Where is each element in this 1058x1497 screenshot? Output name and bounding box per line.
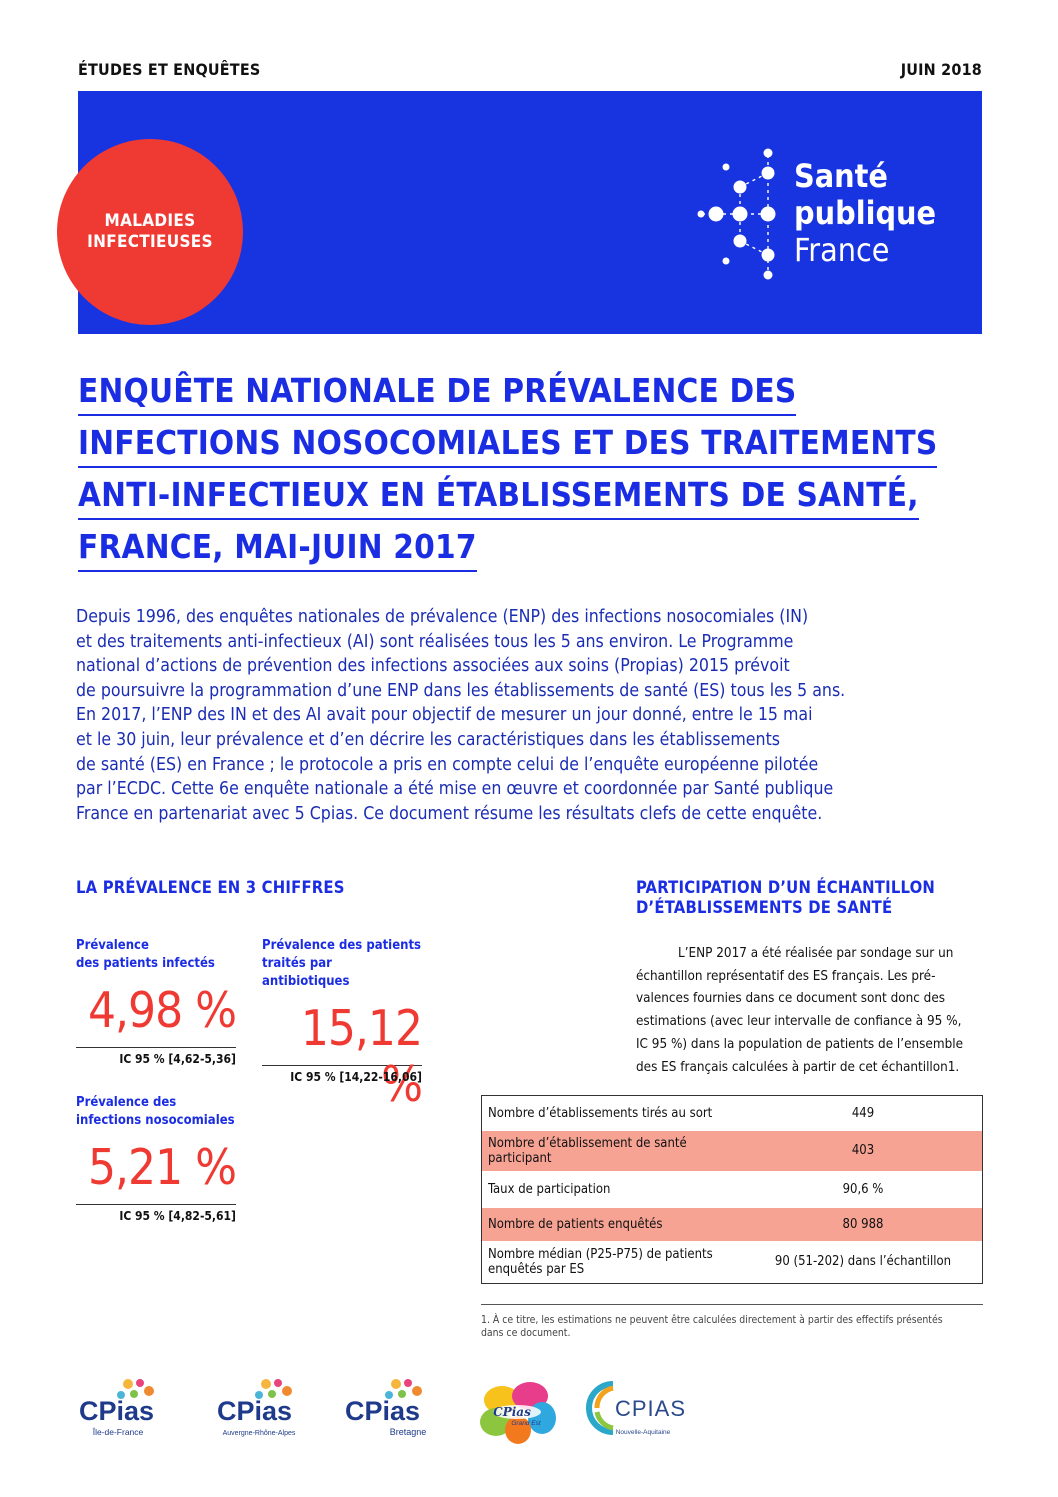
body-line: estimations (avec leur intervalle de con…	[636, 1014, 962, 1030]
footnote: 1. À ce titre, les estimations ne peuven…	[481, 1314, 943, 1339]
stat-value: 5,21 %	[87, 1139, 237, 1196]
theme-badge: MALADIES INFECTIEUSES	[57, 139, 243, 325]
stat-label-line: Prévalence des patients	[262, 938, 422, 953]
stat-value: 15,12 %	[300, 1000, 423, 1113]
table-cell-label: Nombre médian (P25-P75) de patients enqu…	[488, 1246, 713, 1277]
stat-confidence-interval: IC 95 % [4,82-5,61]	[76, 1204, 236, 1223]
logo-line-1: Santé	[794, 157, 888, 195]
logo-wordmark: Santé publique France	[794, 158, 936, 269]
logo-line-3: France	[794, 231, 890, 269]
theme-line-2: INFECTIEUSES	[87, 232, 213, 252]
participation-heading-line: D’ÉTABLISSEMENTS DE SANTÉ	[636, 898, 893, 917]
table-cell-value: 449	[851, 1105, 875, 1121]
intro-line: de santé (ES) en France ; le protocole a…	[76, 754, 819, 775]
logo-name: CPias	[345, 1396, 420, 1426]
table-row: Nombre médian (P25-P75) de patients enqu…	[482, 1241, 983, 1284]
category-label: ÉTUDES ET ENQUÊTES	[78, 60, 261, 79]
title-line-4: FRANCE, MAI-JUIN 2017	[78, 527, 477, 572]
table-row: Nombre d’établissements tirés au sort 44…	[482, 1096, 983, 1131]
logo-region: Auvergne-Rhône-Alpes	[223, 1430, 296, 1437]
publication-date: JUIN 2018	[900, 60, 982, 79]
title-line-3: ANTI-INFECTIEUX EN ÉTABLISSEMENTS DE SAN…	[78, 475, 919, 520]
table-row: Nombre d’établissement de santé particip…	[481, 1130, 983, 1171]
stat-value: 4,98 %	[87, 982, 237, 1039]
table-cell-value: 90 (51-202) dans l’échantillon	[774, 1254, 952, 1270]
intro-line: de poursuivre la programmation d’une ENP…	[76, 680, 846, 701]
cpias-ara-logo-icon: CPias Auvergne-Rhône-Alpes	[217, 1379, 296, 1437]
cpias-bretagne-logo-icon: CPias Bretagne	[345, 1379, 427, 1437]
logo-name: CPias	[493, 1405, 531, 1419]
prevalence-heading: LA PRÉVALENCE EN 3 CHIFFRES	[76, 878, 345, 897]
body-line: valences fournies dans ce document sont …	[636, 991, 946, 1007]
logo-region: Grand Est	[511, 1420, 541, 1427]
stat-label-line: traités par antibiotiques	[262, 956, 350, 989]
body-line: L’ENP 2017 a été réalisée par sondage su…	[678, 946, 954, 961]
logo-line-2: publique	[794, 194, 937, 232]
stat-confidence-interval: IC 95 % [4,62-5,36]	[76, 1047, 236, 1066]
logo-name: CPias	[79, 1396, 154, 1426]
cpias-idf-logo-icon: CPias Île-de-France	[79, 1379, 154, 1437]
table-cell-value: 80 988	[744, 1207, 983, 1241]
intro-line: et des traitements anti-infectieux (AI) …	[76, 631, 794, 652]
logo-region: Île-de-France	[92, 1427, 144, 1437]
logo-name: CPIAS	[615, 1396, 685, 1421]
cpias-grand-est-logo-icon: CPias Grand Est	[480, 1382, 556, 1444]
intro-line: Depuis 1996, des enquêtes nationales de …	[76, 607, 809, 627]
intro-line: En 2017, l’ENP des IN et des AI avait po…	[76, 705, 813, 726]
table-row: Nombre de patients enquêtés 80 988	[481, 1207, 983, 1241]
stat-label-line: infections nosocomiales	[76, 1113, 235, 1128]
logo-name: CPias	[217, 1396, 292, 1426]
stat-label-line: des patients infectés	[76, 956, 215, 971]
table-cell-label: Taux de participation	[488, 1181, 611, 1197]
intro-line: par l’ECDC. Cette 6e enquête nationale a…	[76, 779, 834, 800]
table-cell-label: Nombre de patients enquêtés	[481, 1207, 744, 1241]
body-line: IC 95 %) dans la population de patients …	[636, 1036, 963, 1052]
title-line-1: ENQUÊTE NATIONALE DE PRÉVALENCE DES	[78, 371, 797, 416]
stat-infected-patients: Prévalence des patients infectés 4,98 % …	[76, 937, 237, 1066]
table-cell-value: 90,6 %	[842, 1181, 884, 1197]
intro-line: et le 30 juin, leur prévalence et d’en d…	[76, 730, 781, 750]
participation-body: L’ENP 2017 a été réalisée par sondage su…	[636, 943, 983, 1079]
table-cell-label: Nombre d’établissements tirés au sort	[488, 1105, 713, 1121]
participation-heading-line: PARTICIPATION D’UN ÉCHANTILLON	[636, 878, 936, 897]
sante-publique-logo-icon	[697, 148, 776, 280]
participation-table: Nombre d’établissements tirés au sort 44…	[481, 1095, 983, 1284]
participation-heading: PARTICIPATION D’UN ÉCHANTILLON D’ÉTABLIS…	[636, 878, 935, 918]
stat-label-line: Prévalence des	[76, 1095, 177, 1110]
stat-nosocomial-infections: Prévalence des infections nosocomiales 5…	[76, 1094, 237, 1223]
table-row: Taux de participation 90,6 %	[482, 1171, 983, 1208]
intro-line: national d’actions de prévention des inf…	[76, 656, 790, 677]
logo-region: Nouvelle-Aquitaine	[616, 1429, 671, 1436]
cpias-nouvelle-aquitaine-logo-icon: CPIAS Nouvelle-Aquitaine	[586, 1381, 685, 1436]
intro-line: France en partenariat avec 5 Cpias. Ce d…	[76, 803, 823, 824]
table-cell-value: 403	[744, 1130, 983, 1171]
stat-label-line: Prévalence	[76, 938, 149, 953]
title-line-2: INFECTIONS NOSOCOMIALES ET DES TRAITEMEN…	[78, 423, 938, 468]
theme-line-1: MALADIES	[104, 211, 196, 231]
footnote-divider	[481, 1304, 983, 1305]
stat-confidence-interval: IC 95 % [14,22-16,06]	[262, 1065, 422, 1084]
body-line: échantillon représentatif des ES françai…	[636, 968, 936, 984]
logo-region: Bretagne	[390, 1427, 427, 1437]
table-cell-label: Nombre d’établissement de santé particip…	[481, 1130, 744, 1171]
body-line: des ES français calculées à partir de ce…	[636, 1059, 960, 1075]
stat-antibiotic-patients: Prévalence des patients traités par anti…	[262, 937, 423, 1113]
